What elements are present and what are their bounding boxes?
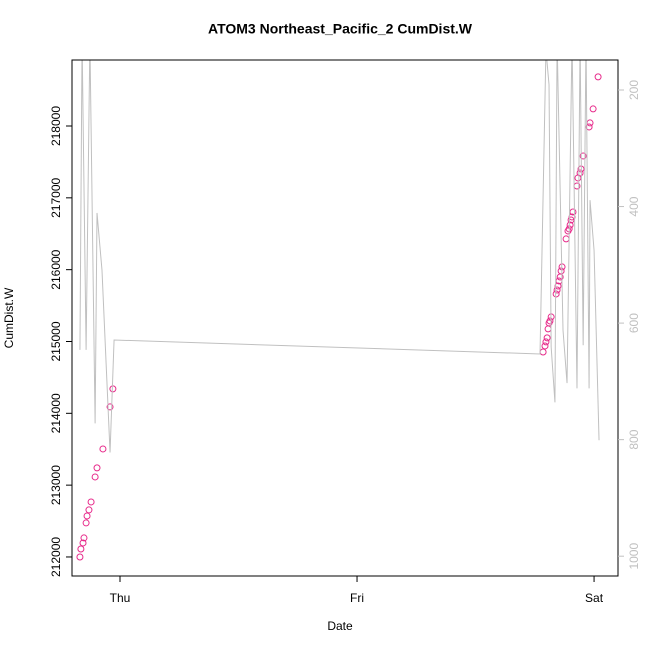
x-tick-label: Fri bbox=[350, 591, 364, 605]
x-axis-title: Date bbox=[327, 619, 353, 633]
point bbox=[91, 473, 99, 481]
plot-frame bbox=[71, 59, 619, 577]
point bbox=[585, 123, 593, 131]
point bbox=[554, 282, 562, 290]
x-tick-label: Sat bbox=[585, 591, 604, 605]
x-tick-label: Thu bbox=[110, 591, 131, 605]
point bbox=[76, 553, 84, 561]
point bbox=[557, 267, 565, 275]
y-tick-label: 214000 bbox=[49, 393, 63, 433]
point bbox=[77, 545, 85, 553]
y-axis-title: CumDist.W bbox=[2, 287, 16, 348]
point bbox=[594, 73, 602, 81]
chart-title: ATOM3 Northeast_Pacific_2 CumDist.W bbox=[208, 21, 473, 37]
point bbox=[552, 290, 560, 298]
y-tick-label: 212000 bbox=[49, 537, 63, 577]
y-tick-label: 216000 bbox=[49, 249, 63, 289]
point bbox=[82, 519, 90, 527]
point bbox=[543, 334, 551, 342]
point bbox=[80, 534, 88, 542]
y-tick-label: 217000 bbox=[49, 177, 63, 217]
line bbox=[79, 60, 600, 453]
y2-tick-label: 200 bbox=[627, 80, 641, 100]
point bbox=[553, 286, 561, 294]
point bbox=[99, 445, 107, 453]
y2-tick-label: 800 bbox=[627, 429, 641, 449]
y2-tick-label: 1000 bbox=[627, 543, 641, 570]
y2-tick-label: 600 bbox=[627, 313, 641, 333]
point bbox=[542, 338, 550, 346]
point bbox=[566, 221, 574, 229]
y-tick-label: 215000 bbox=[49, 321, 63, 361]
point bbox=[87, 498, 95, 506]
plot-area bbox=[76, 60, 602, 561]
point bbox=[576, 169, 584, 177]
point bbox=[541, 342, 549, 350]
point bbox=[567, 216, 575, 224]
point bbox=[93, 464, 101, 472]
point bbox=[579, 152, 587, 160]
point bbox=[85, 506, 93, 514]
point bbox=[546, 317, 554, 325]
y2-tick-label: 400 bbox=[627, 196, 641, 216]
point bbox=[106, 403, 114, 411]
y-tick-label: 218000 bbox=[49, 106, 63, 146]
point bbox=[79, 539, 87, 547]
point bbox=[83, 512, 91, 520]
point bbox=[589, 105, 597, 113]
y-tick-label: 213000 bbox=[49, 465, 63, 505]
